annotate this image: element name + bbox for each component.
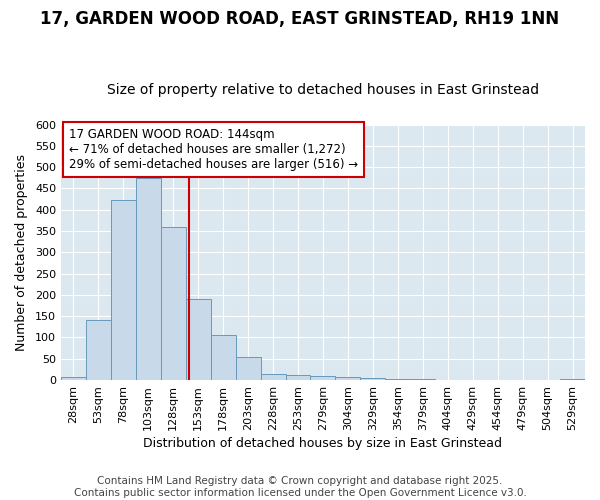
Bar [361,378,385,380]
Bar [86,320,111,380]
Title: Size of property relative to detached houses in East Grinstead: Size of property relative to detached ho… [107,83,539,97]
Bar [136,178,161,380]
Bar [260,374,286,380]
Bar [410,379,435,380]
Bar [310,376,335,380]
Bar [61,376,86,380]
Text: 17, GARDEN WOOD ROAD, EAST GRINSTEAD, RH19 1NN: 17, GARDEN WOOD ROAD, EAST GRINSTEAD, RH… [40,10,560,28]
Text: 17 GARDEN WOOD ROAD: 144sqm
← 71% of detached houses are smaller (1,272)
29% of : 17 GARDEN WOOD ROAD: 144sqm ← 71% of det… [69,128,358,172]
Bar [186,299,211,380]
Bar [286,376,310,380]
Bar [560,379,585,380]
Bar [211,336,236,380]
Bar [111,200,136,380]
Bar [385,379,410,380]
Bar [236,357,260,380]
Text: Contains HM Land Registry data © Crown copyright and database right 2025.
Contai: Contains HM Land Registry data © Crown c… [74,476,526,498]
Bar [335,376,361,380]
Y-axis label: Number of detached properties: Number of detached properties [15,154,28,351]
Bar [161,227,186,380]
X-axis label: Distribution of detached houses by size in East Grinstead: Distribution of detached houses by size … [143,437,502,450]
